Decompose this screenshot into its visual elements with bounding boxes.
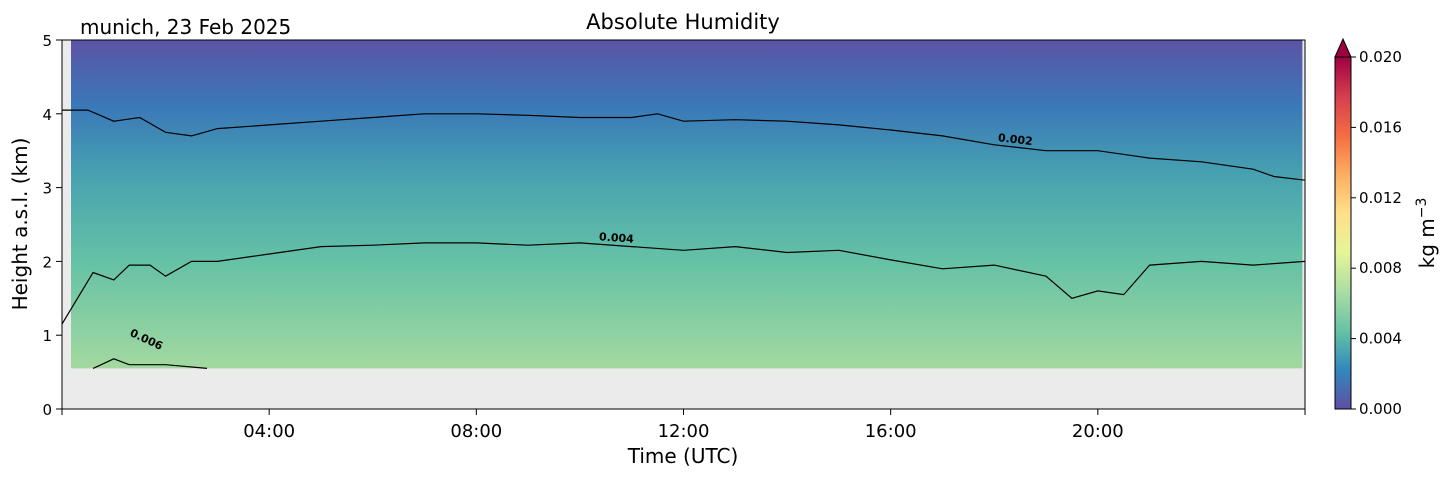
colorbar-tick-label: 0.012 xyxy=(1359,189,1402,207)
contour-lines xyxy=(62,109,1305,369)
chart-title: Absolute Humidity xyxy=(586,10,780,34)
x-tick-label: 04:00 xyxy=(243,421,295,442)
y-tick-label: 2 xyxy=(42,253,52,271)
y-axis-label: Height a.s.l. (km) xyxy=(8,138,32,311)
contour-label-0: 0.002 xyxy=(997,131,1033,148)
colorbar-label-unit: kg m xyxy=(1415,218,1439,268)
colorbar-tick-label: 0.000 xyxy=(1359,400,1402,418)
contour-line-2 xyxy=(92,358,208,369)
humidity-field xyxy=(62,40,1303,369)
colorbar-label-exponent: −3 xyxy=(1414,198,1430,219)
colorbar-tick-label: 0.020 xyxy=(1359,48,1402,66)
colorbar-tick-label: 0.008 xyxy=(1359,259,1402,277)
x-tick-label: 12:00 xyxy=(658,421,710,442)
chart-subtitle: munich, 23 Feb 2025 xyxy=(80,15,291,39)
colorbar-ticks: 0.000 0.004 0.008 0.012 0.016 0.020 xyxy=(1351,48,1402,418)
y-tick-label: 0 xyxy=(42,401,52,419)
colorbar-extend-arrow xyxy=(1334,37,1352,58)
contour-line-0 xyxy=(62,109,1305,181)
x-axis-ticks: 04:00 08:00 12:00 16:00 20:00 xyxy=(61,409,1306,442)
colorbar-tick-label: 0.016 xyxy=(1359,118,1402,136)
y-tick-label: 1 xyxy=(42,327,52,345)
contour-label-1: 0.004 xyxy=(599,230,635,245)
colorbar-label: kg m−3 xyxy=(1414,198,1439,269)
contour-line-1 xyxy=(62,242,1305,325)
x-tick-label: 20:00 xyxy=(1072,421,1124,442)
y-tick-label: 5 xyxy=(42,32,52,50)
x-tick-label: 16:00 xyxy=(865,421,917,442)
x-tick-label: 08:00 xyxy=(450,421,502,442)
colorbar-fill xyxy=(1334,56,1352,410)
y-tick-label: 3 xyxy=(42,180,52,198)
colorbar: 0.000 0.004 0.008 0.012 0.016 0.020 kg m−3 xyxy=(1334,37,1439,418)
colorbar-tick-label: 0.004 xyxy=(1359,330,1402,348)
x-axis-label: Time (UTC) xyxy=(627,444,739,468)
y-tick-label: 4 xyxy=(42,106,52,124)
y-axis-ticks: 0 1 2 3 4 5 xyxy=(42,32,62,419)
